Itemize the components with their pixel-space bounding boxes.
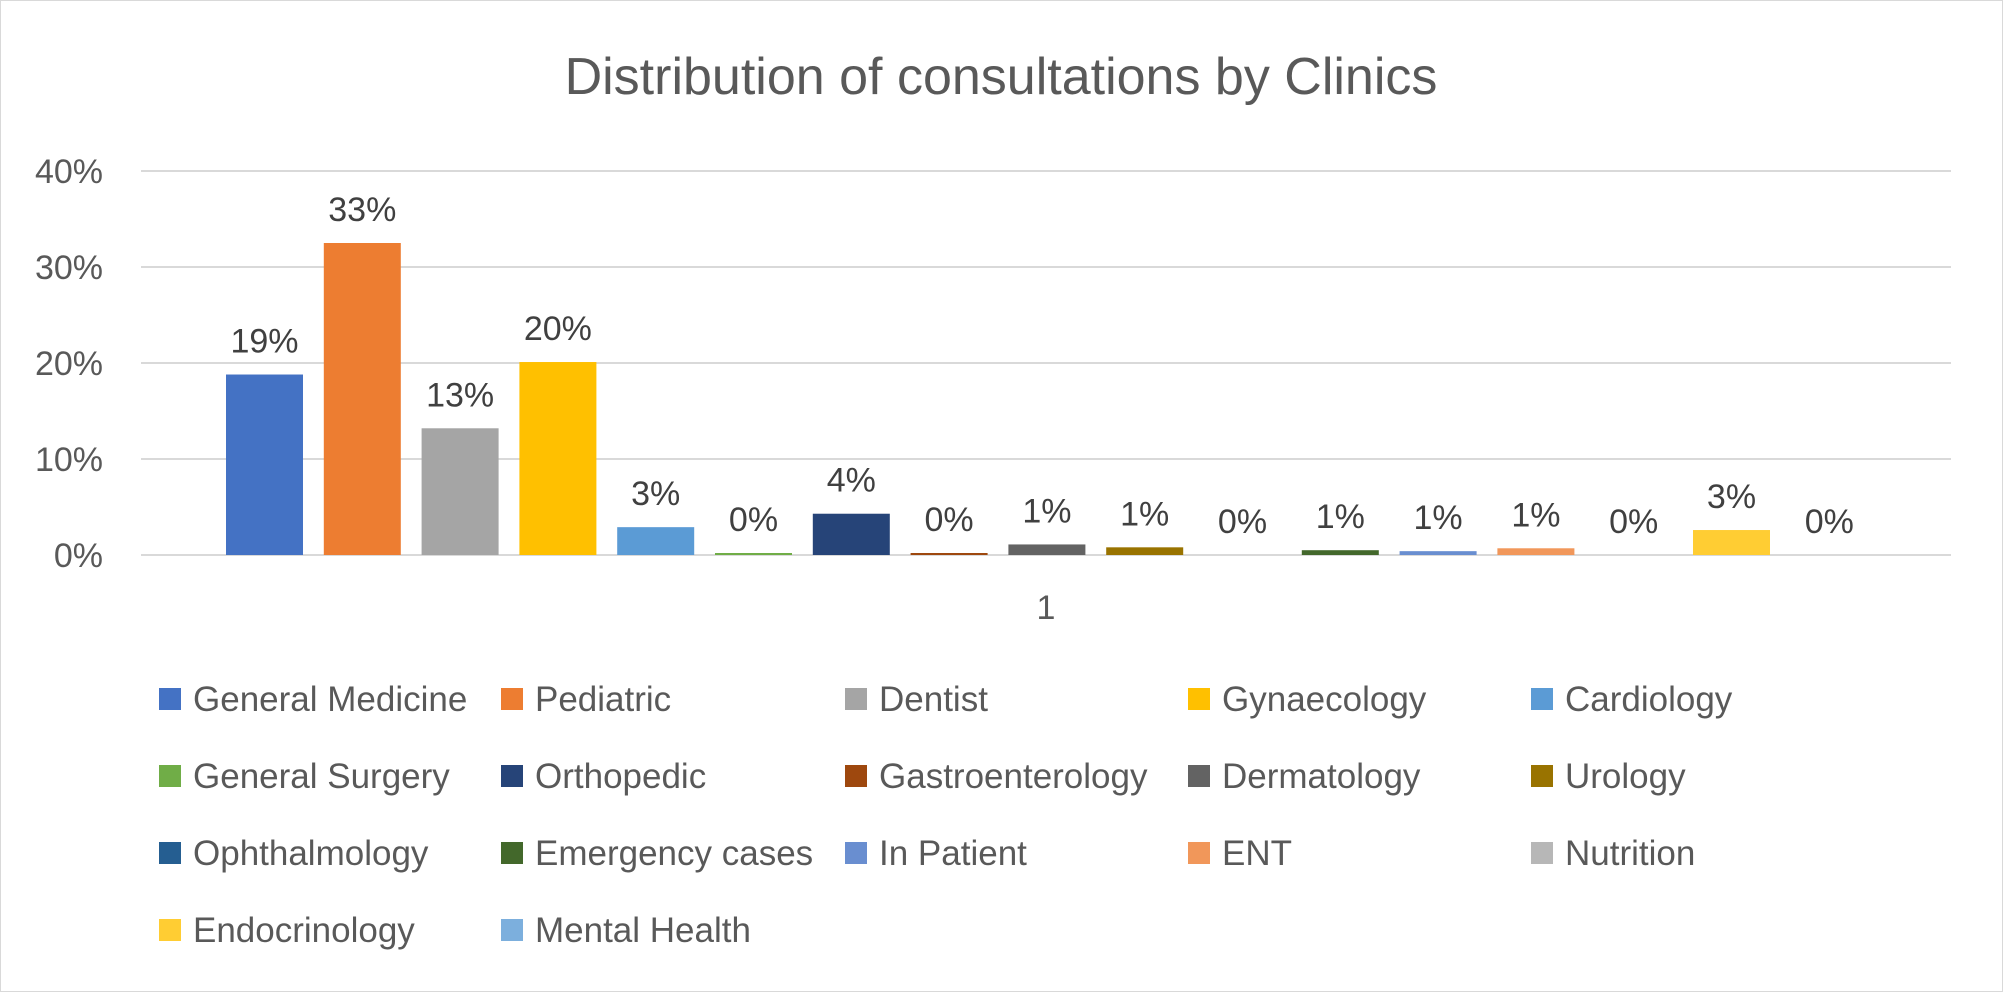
legend-item-dentist[interactable]: Dentist — [845, 680, 988, 719]
data-labels: 19% 33% 13% 20% 3% 0% 4% 0% 1% 1% 0% 1% 1% 1% 0% 3% 0% — [230, 191, 1853, 541]
y-tick-label: 30% — [35, 249, 103, 287]
bar-gastroenterology[interactable] — [910, 553, 988, 555]
bar-urology[interactable] — [1106, 547, 1184, 555]
legend-item-general-surgery[interactable]: General Surgery — [159, 757, 450, 796]
bar-in-patient[interactable] — [1399, 551, 1477, 555]
legend-swatch — [501, 765, 523, 787]
legend-label: General Surgery — [193, 757, 450, 796]
legend-item-pediatric[interactable]: Pediatric — [501, 680, 671, 719]
legend-label: Gastroenterology — [879, 757, 1148, 796]
legend-label: ENT — [1222, 834, 1292, 873]
legend-item-ophthalmology[interactable]: Ophthalmology — [159, 834, 429, 873]
bar-gynaecology[interactable] — [519, 362, 597, 555]
legend-label: In Patient — [879, 834, 1027, 873]
legend-swatch — [845, 688, 867, 710]
data-label: 0% — [1805, 503, 1854, 541]
legend-item-orthopedic[interactable]: Orthopedic — [501, 757, 706, 796]
legend-item-cardiology[interactable]: Cardiology — [1531, 680, 1733, 719]
legend-label: Mental Health — [535, 911, 751, 950]
data-label: 1% — [1120, 495, 1169, 533]
legend-swatch — [159, 688, 181, 710]
x-tick-label: 1 — [1037, 589, 1056, 627]
legend-swatch — [501, 842, 523, 864]
legend-label: Orthopedic — [535, 757, 706, 796]
data-label: 4% — [827, 462, 876, 500]
y-tick-label: 40% — [35, 153, 103, 191]
legend-label: Urology — [1565, 757, 1686, 796]
legend-swatch — [1188, 842, 1210, 864]
legend-item-gynaecology[interactable]: Gynaecology — [1188, 680, 1427, 719]
legend-label: Dermatology — [1222, 757, 1421, 796]
legend-label: Nutrition — [1565, 834, 1695, 873]
legend-label: Emergency cases — [535, 834, 813, 873]
bar-general-medicine[interactable] — [226, 374, 303, 555]
bar-orthopedic[interactable] — [812, 513, 890, 555]
x-axis-tick-labels: 1 — [1037, 589, 1056, 627]
legend-swatch — [159, 842, 181, 864]
bar-dentist[interactable] — [421, 428, 499, 555]
legend-swatch — [1188, 765, 1210, 787]
legend-item-ent[interactable]: ENT — [1188, 834, 1292, 873]
legend-item-nutrition[interactable]: Nutrition — [1531, 834, 1695, 873]
legend-item-emergency-cases[interactable]: Emergency cases — [501, 834, 813, 873]
legend-swatch — [501, 919, 523, 941]
legend: General Medicine Pediatric Dentist Gynaecol… — [159, 680, 1733, 950]
legend-item-urology[interactable]: Urology — [1531, 757, 1686, 796]
data-label: 1% — [1414, 499, 1463, 537]
data-label: 0% — [1609, 503, 1658, 541]
legend-item-endocrinology[interactable]: Endocrinology — [159, 911, 415, 950]
legend-label: General Medicine — [193, 680, 467, 719]
data-label: 3% — [631, 475, 680, 513]
bar-group — [226, 243, 1770, 555]
data-label: 1% — [1511, 496, 1560, 534]
legend-swatch — [1531, 765, 1553, 787]
data-label: 33% — [328, 191, 396, 229]
legend-label: Ophthalmology — [193, 834, 429, 873]
legend-label: Cardiology — [1565, 680, 1733, 719]
data-label: 19% — [230, 323, 298, 361]
data-label: 0% — [925, 501, 974, 539]
bar-pediatric[interactable] — [323, 243, 401, 555]
legend-swatch — [1531, 688, 1553, 710]
legend-label: Endocrinology — [193, 911, 415, 950]
data-label: 0% — [729, 501, 778, 539]
legend-swatch — [845, 765, 867, 787]
bar-dermatology[interactable] — [1008, 544, 1086, 555]
y-tick-label: 20% — [35, 345, 103, 383]
legend-swatch — [159, 919, 181, 941]
legend-item-gastroenterology[interactable]: Gastroenterology — [845, 757, 1148, 796]
y-tick-label: 0% — [54, 537, 103, 575]
data-label: 0% — [1218, 503, 1267, 541]
data-label: 3% — [1707, 478, 1756, 516]
legend-swatch — [159, 765, 181, 787]
legend-label: Gynaecology — [1222, 680, 1427, 719]
legend-label: Pediatric — [535, 680, 671, 719]
legend-swatch — [501, 688, 523, 710]
bar-endocrinology[interactable] — [1693, 530, 1770, 555]
legend-swatch — [1531, 842, 1553, 864]
data-label: 13% — [426, 376, 494, 414]
data-label: 1% — [1022, 492, 1071, 530]
bar-general-surgery[interactable] — [715, 553, 792, 555]
legend-swatch — [1188, 688, 1210, 710]
legend-item-general-medicine[interactable]: General Medicine — [159, 680, 467, 719]
legend-swatch — [845, 842, 867, 864]
chart-title: Distribution of consultations by Clinics — [565, 48, 1438, 106]
legend-item-dermatology[interactable]: Dermatology — [1188, 757, 1421, 796]
data-label: 1% — [1316, 498, 1365, 536]
legend-item-mental-health[interactable]: Mental Health — [501, 911, 751, 950]
y-tick-label: 10% — [35, 441, 103, 479]
bar-ent[interactable] — [1497, 548, 1575, 555]
bar-cardiology[interactable] — [617, 527, 695, 555]
data-label: 20% — [524, 310, 592, 348]
legend-label: Dentist — [879, 680, 988, 719]
y-axis-tick-labels: 0% 10% 20% 30% 40% — [35, 153, 103, 575]
bar-emergency-cases[interactable] — [1301, 550, 1379, 555]
legend-item-in-patient[interactable]: In Patient — [845, 834, 1027, 873]
